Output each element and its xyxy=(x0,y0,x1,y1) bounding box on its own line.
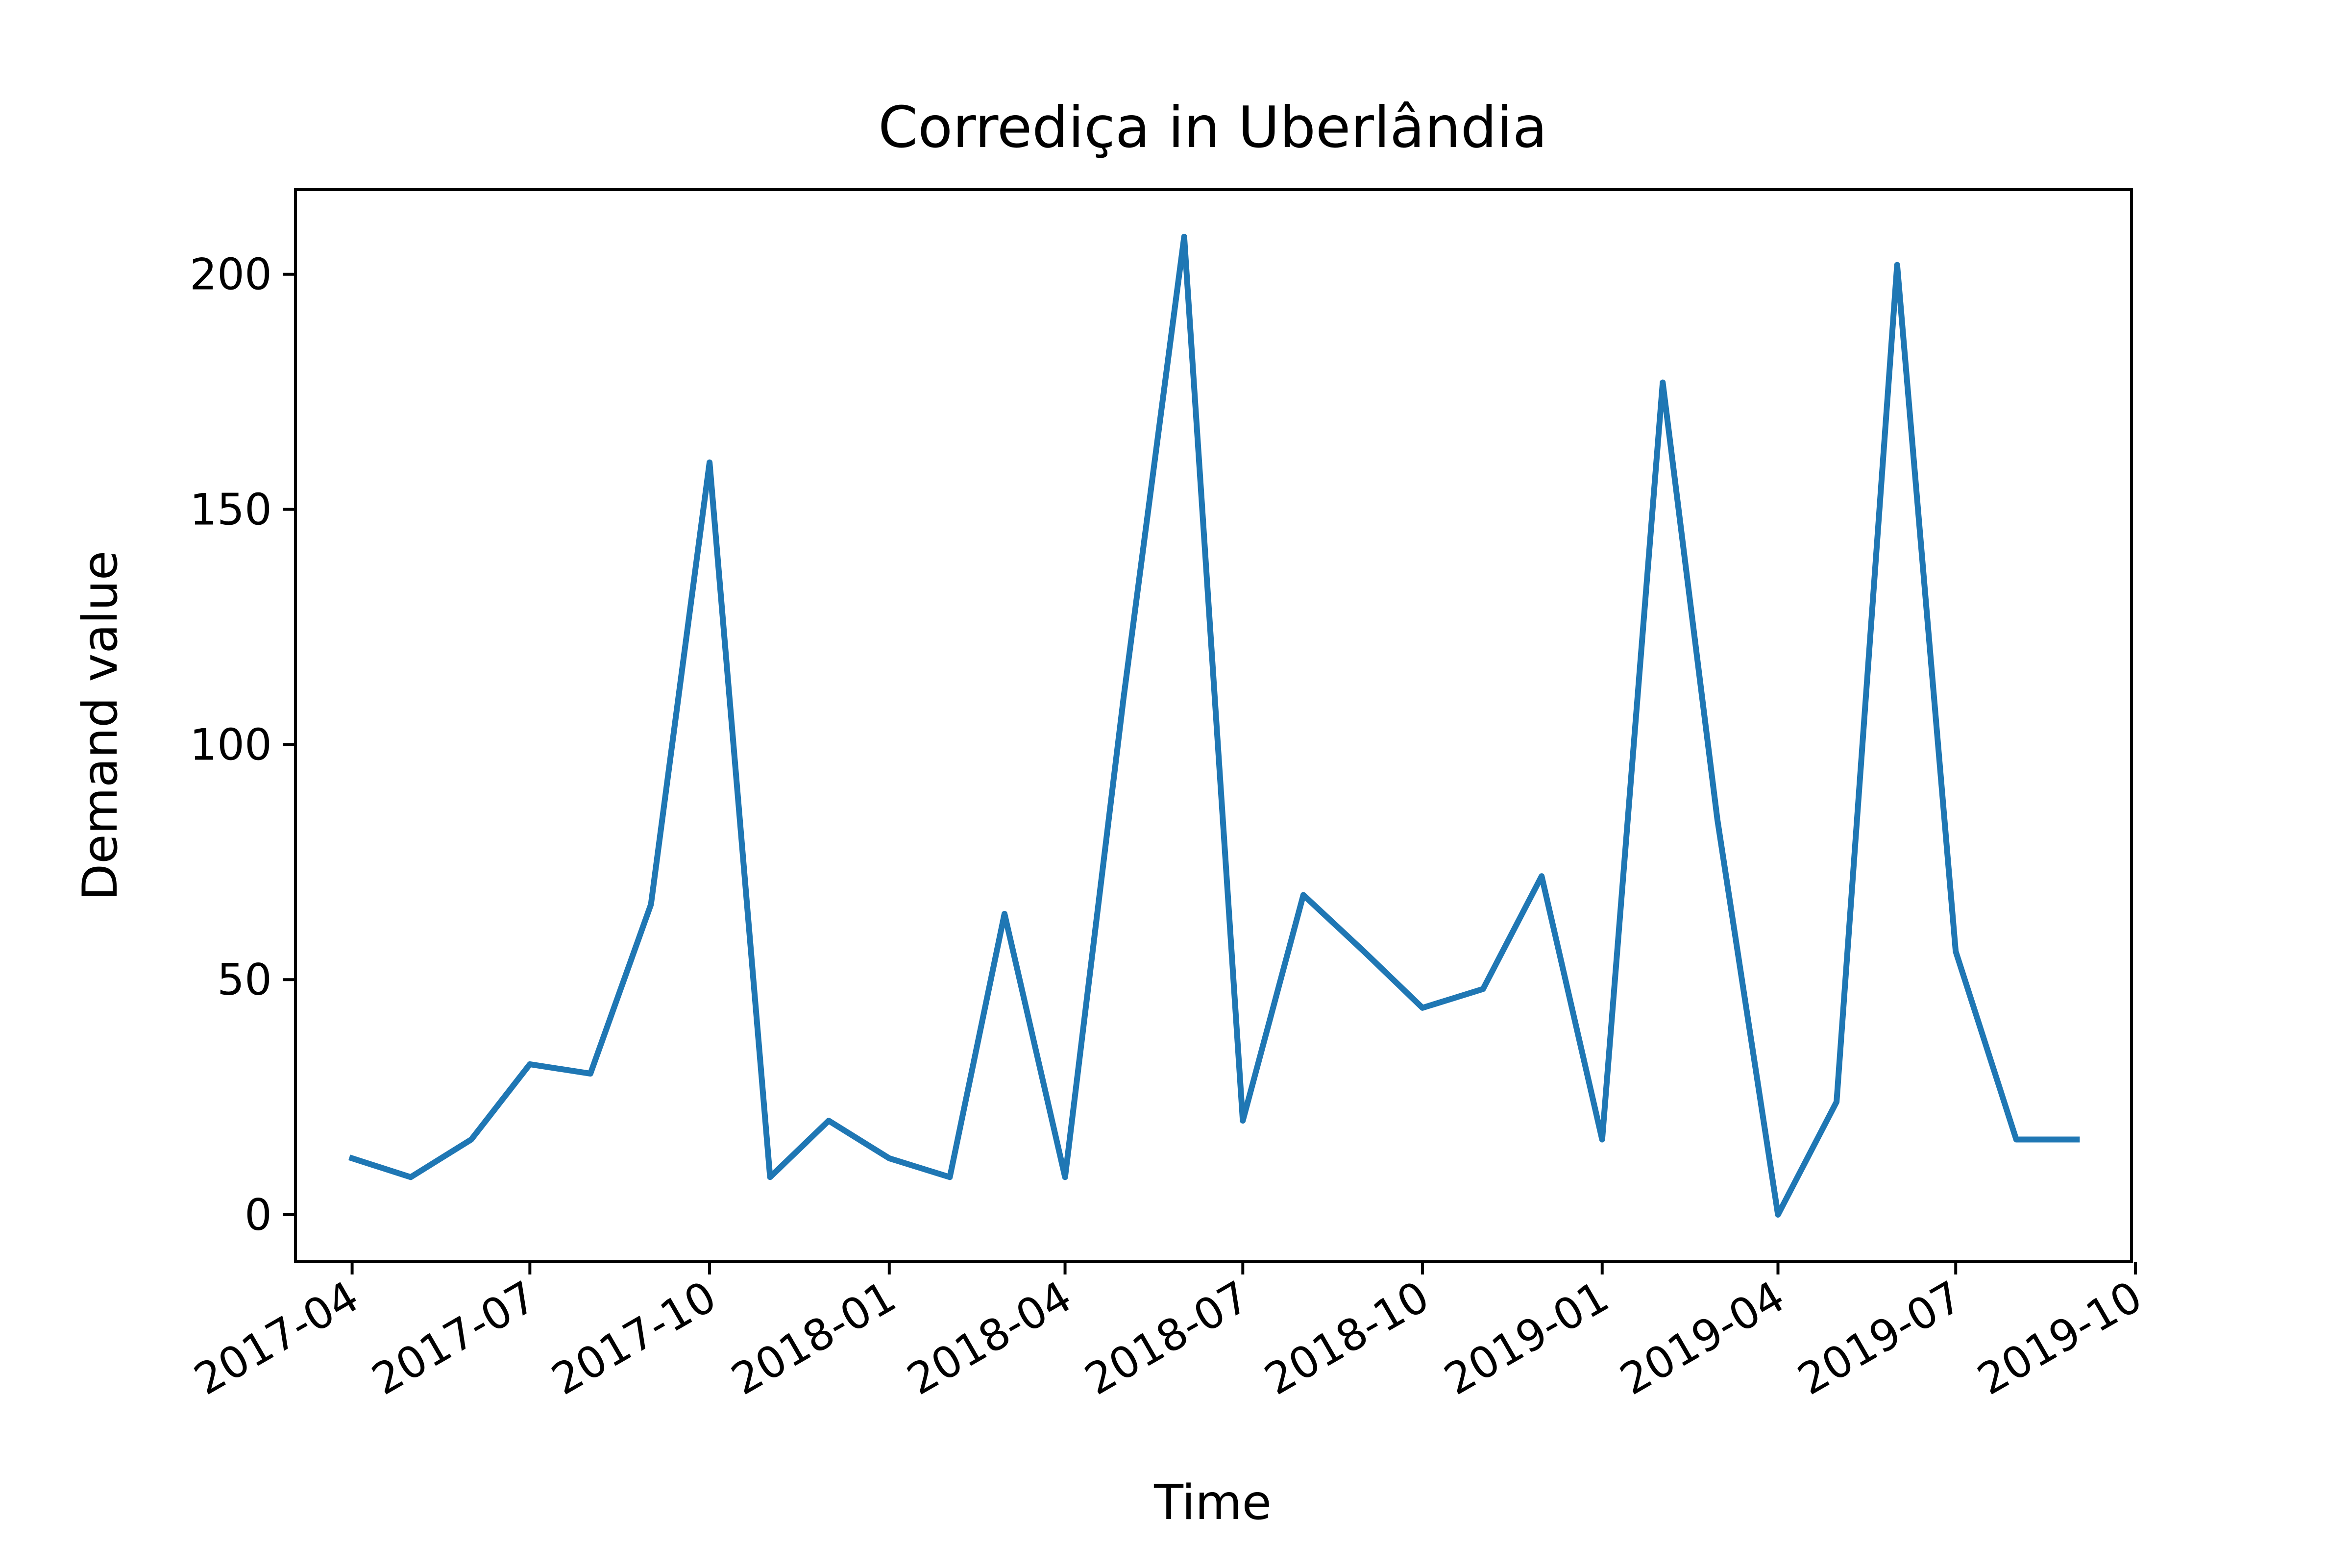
y-tick-label: 150 xyxy=(190,485,272,535)
y-tick-label: 0 xyxy=(245,1190,272,1240)
y-axis-label: Demand value xyxy=(73,551,128,901)
x-axis-label: Time xyxy=(1153,1475,1272,1531)
chart-title: Corrediça in Uberlândia xyxy=(878,95,1547,161)
plot-frame xyxy=(294,188,2133,1263)
y-tick-label: 50 xyxy=(217,955,272,1005)
y-tick-label: 100 xyxy=(190,719,272,770)
y-axis-ticks: 0 50 100 150 200 xyxy=(190,249,295,1240)
y-tick-label: 200 xyxy=(190,249,272,300)
series-line xyxy=(348,234,2080,1218)
series-group xyxy=(348,234,2080,1218)
